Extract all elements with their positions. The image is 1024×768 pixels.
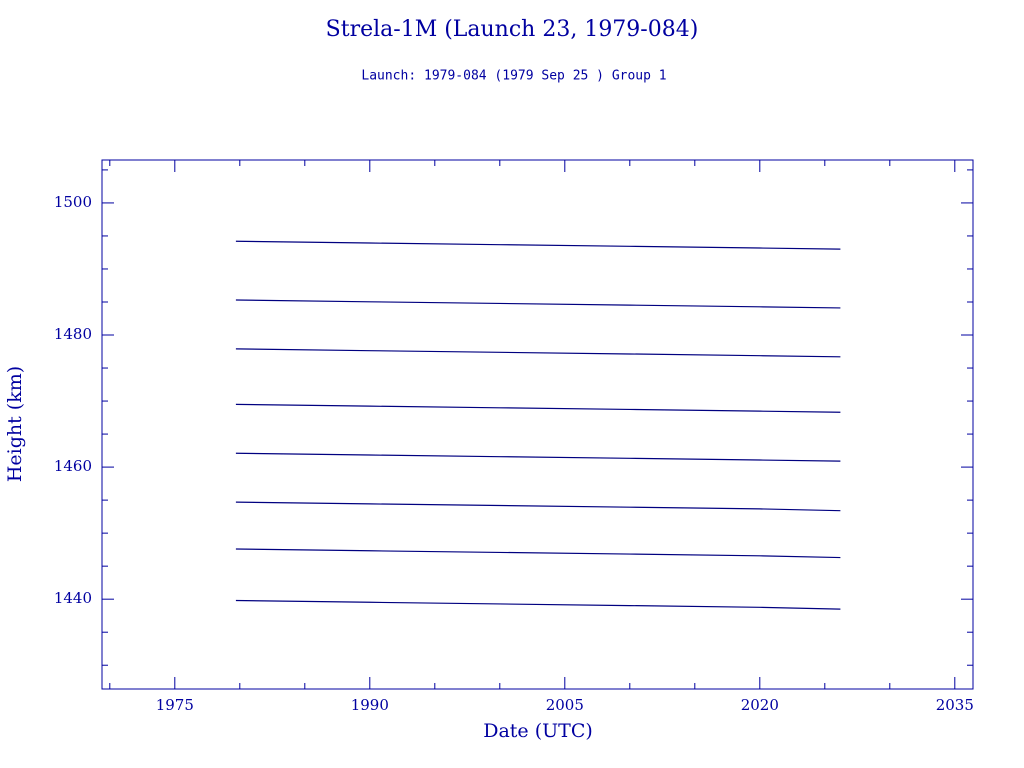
y-tick-label: 1500 — [54, 193, 92, 211]
series-line — [235, 403, 841, 413]
y-tick-label: 1460 — [54, 457, 92, 475]
x-tick-label: 2005 — [546, 696, 584, 714]
chart-subtitle: Launch: 1979-084 (1979 Sep 25 ) Group 1 — [361, 69, 666, 84]
y-tick-label: 1440 — [54, 589, 92, 607]
x-axis-label: Date (UTC) — [483, 720, 593, 742]
chart-title: Strela-1M (Launch 23, 1979-084) — [326, 17, 699, 42]
series-line — [235, 348, 841, 358]
x-tick-label: 1975 — [156, 696, 194, 714]
x-tick-label: 2020 — [741, 696, 779, 714]
x-tick-label: 2035 — [936, 696, 974, 714]
series-line — [235, 452, 841, 462]
plot-frame — [101, 159, 974, 690]
x-tick-label: 1990 — [351, 696, 389, 714]
series-line — [235, 599, 841, 610]
series-line — [235, 548, 841, 559]
series-line — [235, 501, 841, 512]
series-line — [235, 240, 841, 250]
series-line — [235, 299, 841, 309]
y-axis-label: Height (km) — [4, 366, 26, 482]
y-tick-label: 1480 — [54, 325, 92, 343]
